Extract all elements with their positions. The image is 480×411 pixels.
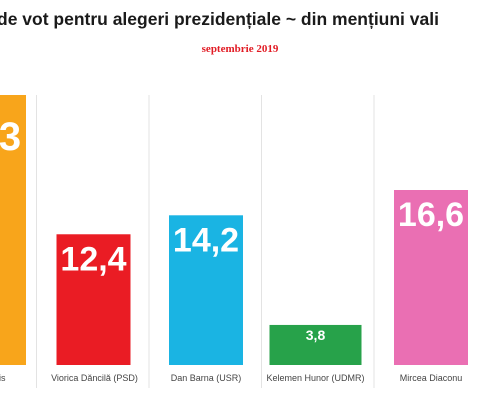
category-label-4: Mircea Diaconu: [400, 373, 463, 383]
value-label-0: 3: [0, 115, 21, 159]
value-label-4: 16,6: [398, 196, 464, 234]
category-label-0: is: [0, 373, 6, 383]
bar-1: [56, 234, 131, 365]
chart-title-text: de vot pentru alegeri prezidențiale ~ di…: [0, 9, 439, 29]
bar-4: [394, 190, 468, 365]
category-label-3: Kelemen Hunor (UDMR): [266, 373, 364, 383]
category-label-1: Viorica Dăncilă (PSD): [51, 373, 138, 383]
bar-2: [169, 215, 243, 365]
value-label-2: 14,2: [173, 221, 239, 259]
bar-0: [0, 95, 26, 365]
value-label-3: 3,8: [306, 327, 326, 343]
bar-3: [269, 324, 362, 365]
chart-subtitle: septembrie 2019: [201, 43, 279, 55]
category-label-2: Dan Barna (USR): [171, 373, 242, 383]
chart-title: de vot pentru alegeri prezidențiale ~ di…: [0, 9, 480, 35]
value-label-1: 12,4: [60, 240, 126, 278]
